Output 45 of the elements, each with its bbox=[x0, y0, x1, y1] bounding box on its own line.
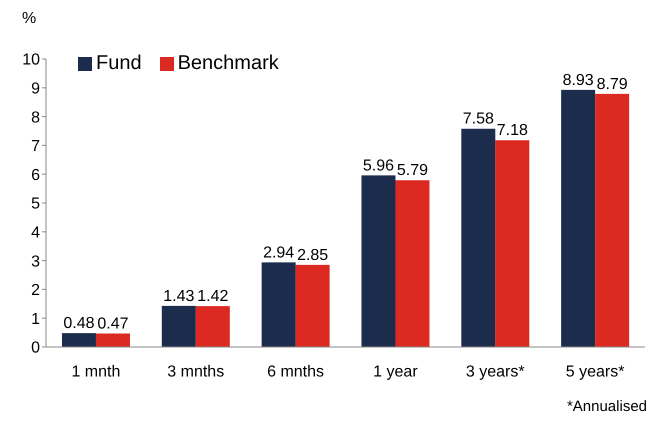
y-tick-label: 9 bbox=[31, 80, 40, 98]
bar bbox=[162, 306, 196, 347]
data-label: 2.85 bbox=[297, 246, 328, 264]
x-tick-label: 6 mnths bbox=[267, 363, 324, 380]
y-tick-label: 5 bbox=[31, 196, 40, 213]
bar bbox=[595, 94, 630, 347]
legend-label: Benchmark bbox=[178, 52, 279, 74]
bar bbox=[561, 90, 596, 347]
bar bbox=[395, 180, 430, 347]
bar bbox=[495, 140, 530, 347]
x-tick-label: 3 years* bbox=[466, 363, 525, 380]
x-tick-label: 1 year bbox=[373, 363, 418, 380]
y-tick-label: 0 bbox=[31, 340, 40, 357]
y-tick-label: 4 bbox=[31, 224, 40, 242]
data-label: 5.79 bbox=[396, 162, 428, 180]
data-label: 8.79 bbox=[596, 76, 628, 93]
y-tick-label: 7 bbox=[31, 138, 40, 156]
y-tick-label: 2 bbox=[31, 282, 40, 300]
legend-label: Fund bbox=[96, 52, 142, 74]
text: *Annualised bbox=[566, 398, 647, 415]
bar bbox=[461, 128, 496, 347]
y-axis-title: % bbox=[22, 10, 36, 28]
data-label: 1.42 bbox=[197, 288, 228, 306]
data-label: 7.58 bbox=[462, 110, 494, 128]
bar bbox=[196, 306, 230, 347]
data-label: 8.93 bbox=[562, 72, 594, 89]
data-label: 2.94 bbox=[263, 244, 294, 262]
y-tick-label: 3 bbox=[31, 253, 40, 270]
y-tick-label: 10 bbox=[22, 52, 40, 69]
y-tick-label: 6 bbox=[31, 166, 40, 184]
data-label: 7.18 bbox=[496, 122, 528, 140]
x-tick-label: 1 mnth bbox=[71, 363, 120, 380]
bar bbox=[361, 175, 396, 347]
y-tick-label: 1 bbox=[31, 310, 40, 328]
y-tick-label: 8 bbox=[31, 109, 40, 126]
data-label: 1.43 bbox=[163, 288, 194, 305]
x-tick-label: 5 years* bbox=[566, 363, 624, 380]
data-label: 5.96 bbox=[362, 157, 394, 174]
data-label: 0.47 bbox=[97, 315, 129, 332]
x-tick-label: 3 mnths bbox=[167, 363, 224, 380]
data-label: 0.48 bbox=[63, 315, 95, 332]
bar bbox=[296, 264, 330, 347]
bar bbox=[262, 262, 296, 347]
bar bbox=[62, 333, 96, 347]
bar bbox=[96, 333, 130, 347]
